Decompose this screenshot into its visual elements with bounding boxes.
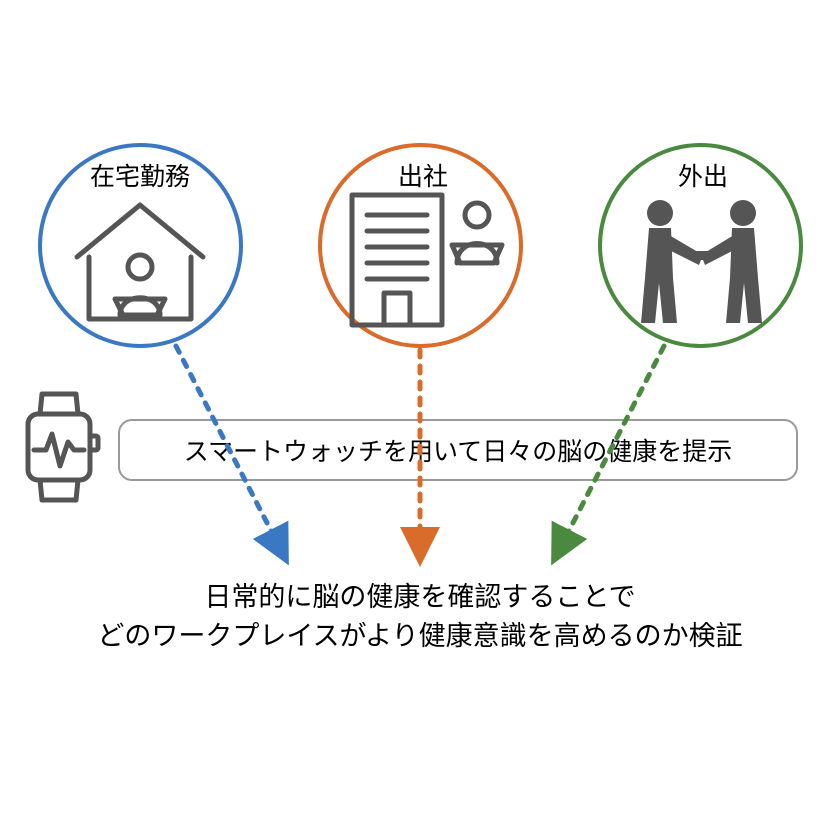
outing-icon bbox=[615, 193, 785, 333]
smartwatch-icon bbox=[20, 388, 102, 506]
home-work-icon bbox=[65, 197, 215, 327]
conclusion-line2: どのワークプレイスがより健康意識を高めるのか検証 bbox=[97, 621, 742, 651]
conclusion-line1: 日常的に脳の健康を確認することで bbox=[204, 582, 635, 612]
smartwatch-caption-box: スマートウォッチを用いて日々の脳の健康を提示 bbox=[118, 419, 798, 481]
label-home: 在宅勤務 bbox=[90, 157, 190, 193]
office-icon bbox=[342, 185, 522, 335]
conclusion-text: 日常的に脳の健康を確認することで どのワークプレイスがより健康意識を高めるのか検… bbox=[0, 578, 840, 656]
label-out: 外出 bbox=[678, 157, 728, 193]
smartwatch-caption-text: スマートウォッチを用いて日々の脳の健康を提示 bbox=[184, 432, 733, 468]
diagram-stage: { "layout": { "canvas_w": 840, "canvas_h… bbox=[0, 0, 840, 840]
